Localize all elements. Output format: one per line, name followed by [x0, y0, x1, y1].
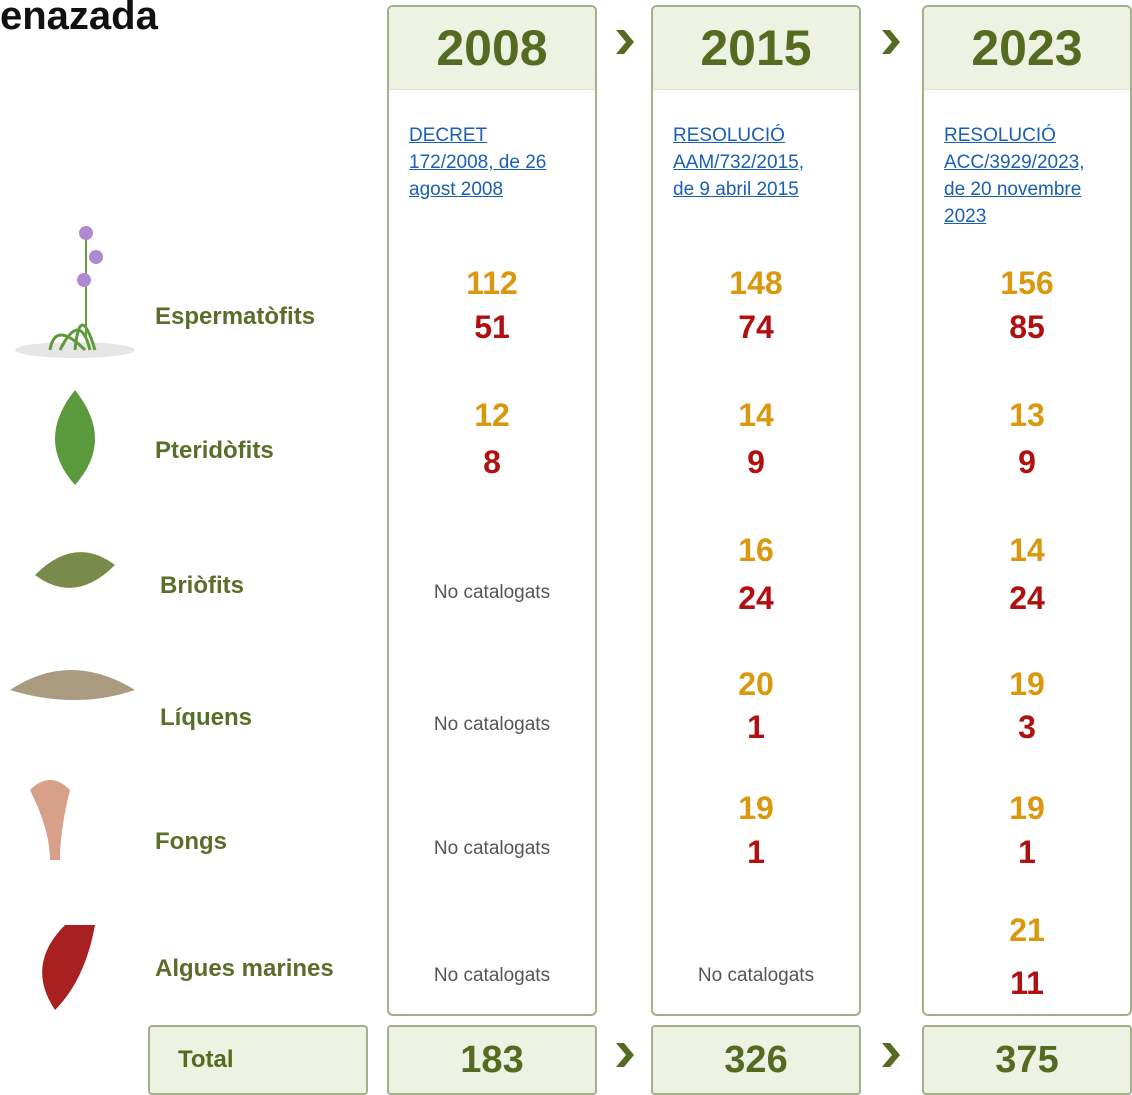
decree-link[interactable]: RESOLUCIÓ: [673, 125, 785, 146]
decree-link[interactable]: RESOLUCIÓ: [944, 125, 1056, 146]
endangered-count: 1: [747, 709, 765, 745]
decree-link[interactable]: 2023: [944, 206, 987, 227]
endangered-count: 51: [474, 309, 510, 345]
endangered-count: 3: [1018, 709, 1036, 745]
endangered-count: 74: [738, 309, 774, 345]
icons: [10, 226, 135, 1010]
threatened-count: 14: [738, 397, 774, 433]
decree-link[interactable]: DECRET: [409, 125, 488, 146]
year-header: 2008: [389, 7, 595, 90]
not-catalogued: No catalogats: [433, 838, 551, 859]
threatened-count: 112: [466, 265, 518, 301]
total-label: Total: [148, 1025, 368, 1095]
endangered-count: 1: [747, 834, 765, 870]
row-label: Briòfits: [160, 572, 244, 599]
threatened-count: 16: [738, 532, 774, 568]
threatened-count: 21: [1009, 912, 1045, 948]
total-value: 183: [387, 1025, 597, 1095]
row-label: Algues marines: [155, 954, 334, 982]
total-value: 375: [922, 1025, 1132, 1095]
endangered-count: 11: [1010, 965, 1044, 1001]
year-header: 2023: [924, 7, 1130, 90]
threatened-count: 19: [738, 790, 774, 826]
decree-link[interactable]: 172/2008, de 26: [409, 152, 547, 173]
threatened-count: 156: [1000, 265, 1054, 301]
year-header: 2015: [653, 7, 859, 90]
row-label: Fongs: [155, 828, 227, 855]
total-value: 326: [651, 1025, 861, 1095]
endangered-count: 24: [738, 580, 774, 616]
endangered-count: 9: [747, 444, 765, 480]
threatened-count: 14: [1009, 532, 1045, 568]
not-catalogued: No catalogats: [433, 582, 551, 603]
decree-link[interactable]: agost 2008: [409, 179, 504, 200]
endangered-count: 24: [1009, 580, 1045, 616]
column: 2023: [922, 5, 1132, 1016]
threatened-count: 13: [1009, 397, 1045, 433]
threatened-count: 20: [738, 666, 774, 702]
title: enazada: [0, 0, 158, 38]
arrows: [616, 30, 900, 1067]
decree-link[interactable]: de 20 novembre: [944, 179, 1082, 200]
column: 2008: [387, 5, 597, 1016]
decree-link[interactable]: AAM/732/2015,: [673, 152, 804, 173]
not-catalogued: No catalogats: [697, 964, 815, 986]
threatened-count: 19: [1009, 790, 1045, 826]
threatened-count: 12: [474, 397, 510, 433]
endangered-count: 1: [1018, 834, 1036, 870]
row-label: Pteridòfits: [155, 436, 274, 464]
row-label: Espermatòfits: [155, 303, 316, 330]
not-catalogued: No catalogats: [433, 964, 551, 986]
row-label: Líquens: [160, 703, 253, 731]
threatened-count: 19: [1009, 666, 1045, 702]
not-catalogued: No catalogats: [433, 713, 551, 735]
endangered-count: 9: [1018, 444, 1036, 480]
decree-link[interactable]: de 9 abril 2015: [673, 179, 799, 200]
threatened-count: 148: [729, 265, 783, 301]
endangered-count: 85: [1009, 309, 1045, 345]
decree-link[interactable]: ACC/3929/2023,: [944, 152, 1085, 173]
endangered-count: 8: [483, 444, 501, 480]
column: 2015: [651, 5, 861, 1016]
